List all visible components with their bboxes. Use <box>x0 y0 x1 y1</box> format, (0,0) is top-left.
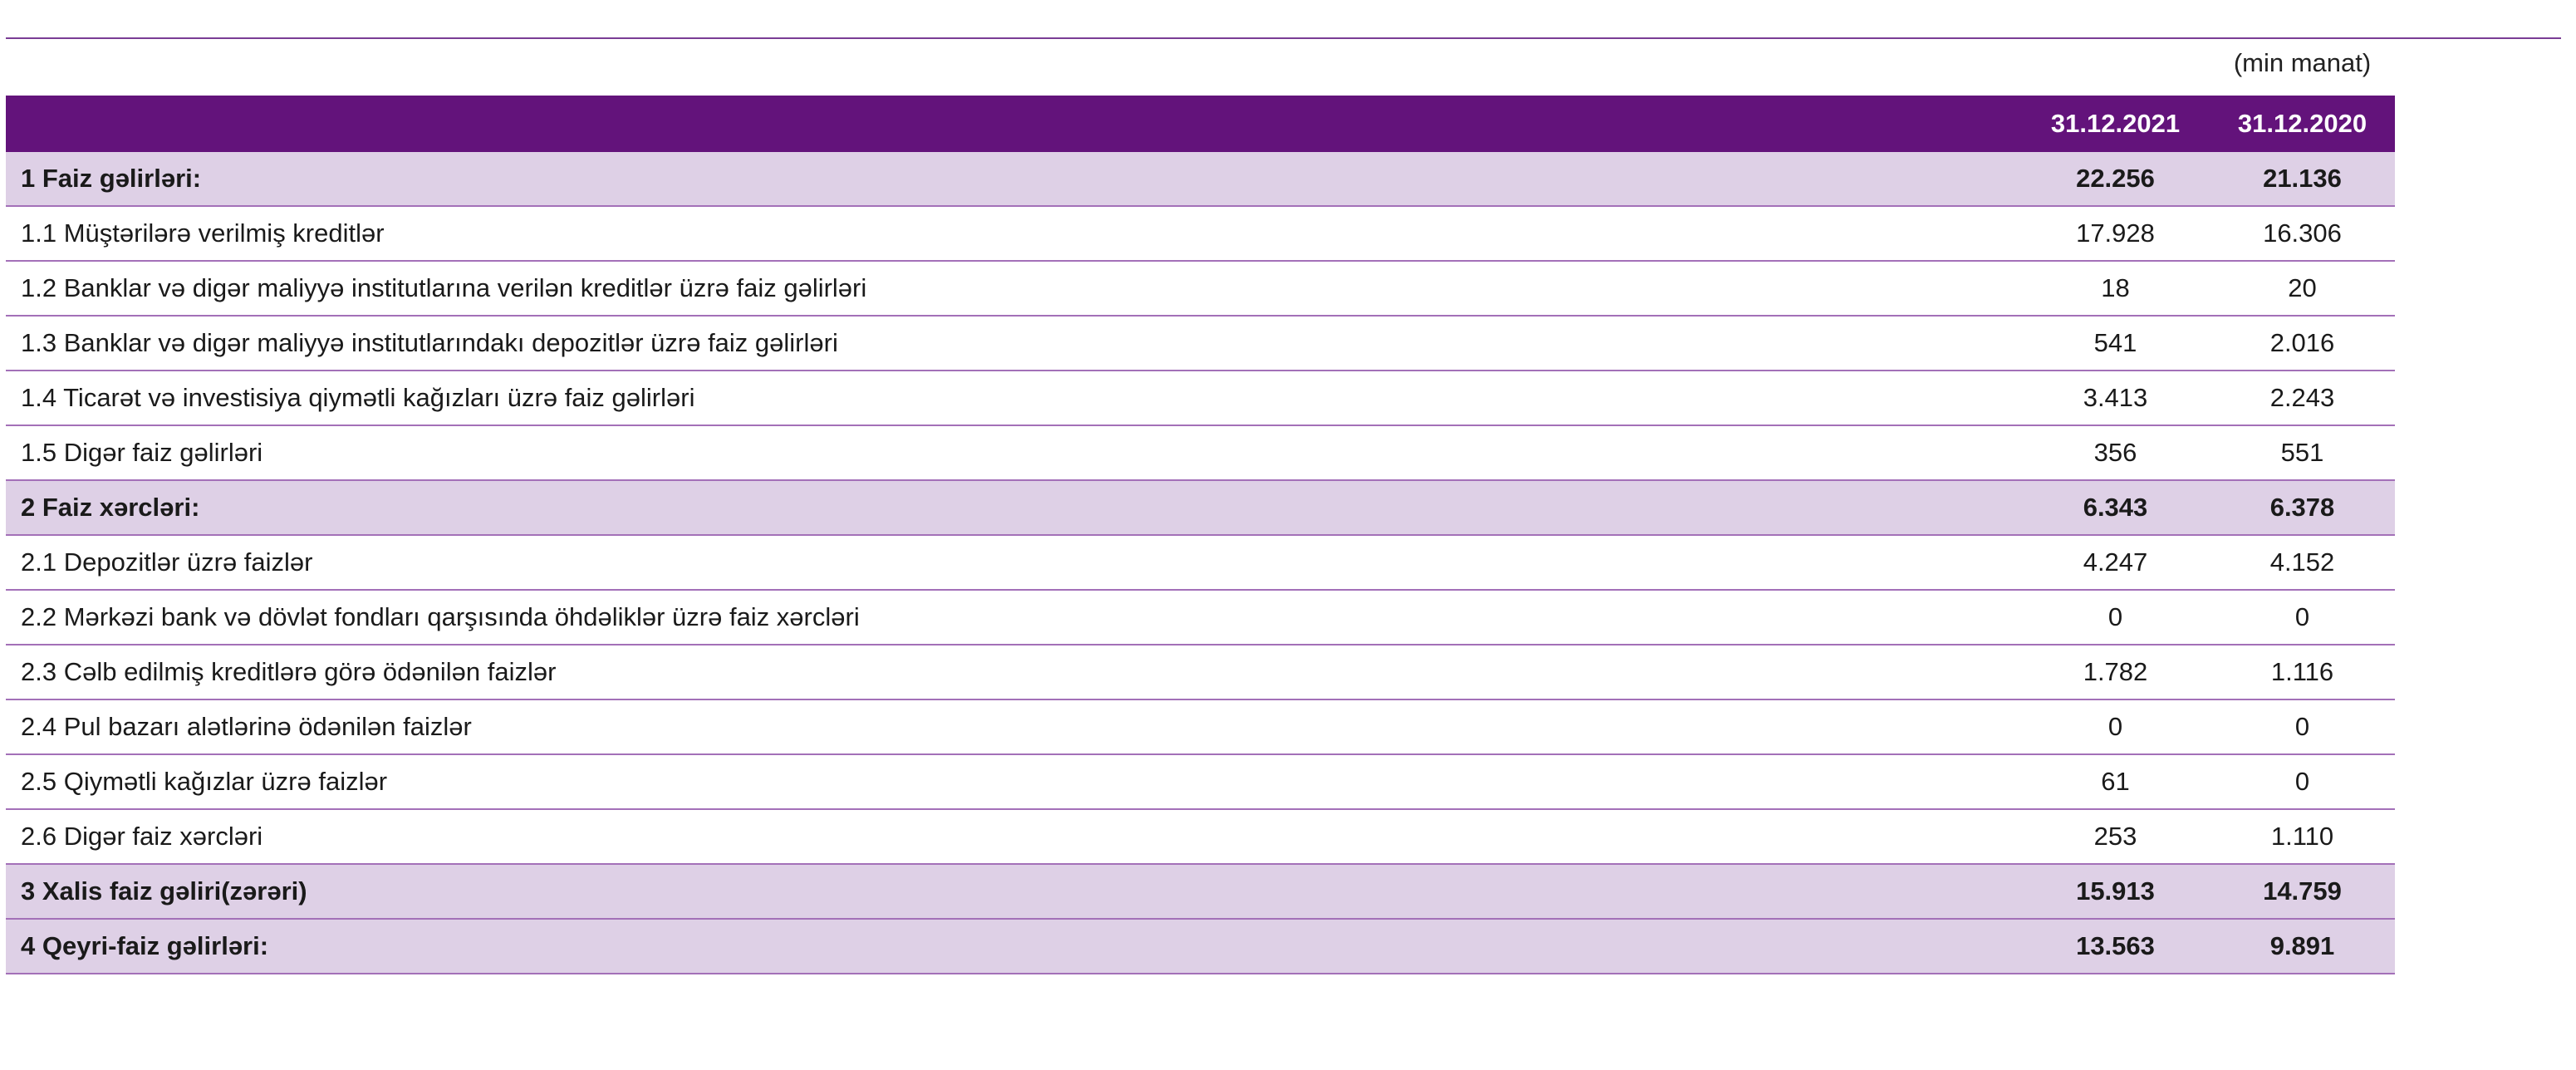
value-2021: 6.343 <box>2021 480 2210 536</box>
value-2021: 4.247 <box>2021 535 2210 591</box>
header-2021: 31.12.2021 <box>2021 96 2210 152</box>
value-2020: 551 <box>2210 425 2395 481</box>
section-row: 3 Xalis faiz gəliri(zərəri) 15.913 14.759 <box>6 864 2395 920</box>
table-row: 1.5 Digər faiz gəlirləri 356 551 <box>6 425 2395 481</box>
row-label: 2 Faiz xərcləri: <box>6 480 2021 536</box>
row-label: 3 Xalis faiz gəliri(zərəri) <box>6 864 2021 920</box>
value-2021: 22.256 <box>2021 152 2210 207</box>
value-2020: 6.378 <box>2210 480 2395 536</box>
row-label: 2.2 Mərkəzi bank və dövlət fondları qarş… <box>6 590 2021 645</box>
row-label: 1.2 Banklar və digər maliyyə institutlar… <box>6 261 2021 317</box>
header-row: 31.12.2021 31.12.2020 <box>6 96 2395 152</box>
value-2021: 541 <box>2021 316 2210 371</box>
table-row: 1.2 Banklar və digər maliyyə institutlar… <box>6 261 2395 317</box>
value-2020: 1.116 <box>2210 645 2395 700</box>
value-2021: 356 <box>2021 425 2210 481</box>
section-row: 4 Qeyri-faiz gəlirləri: 13.563 9.891 <box>6 919 2395 974</box>
section-row: 1 Faiz gəlirləri: 22.256 21.136 <box>6 152 2395 207</box>
value-2021: 3.413 <box>2021 371 2210 426</box>
interest-income-table: 31.12.2021 31.12.2020 1 Faiz gəlirləri: 2… <box>6 96 2395 974</box>
row-label: 2.1 Depozitlər üzrə faizlər <box>6 535 2021 591</box>
value-2021: 0 <box>2021 590 2210 645</box>
value-2021: 61 <box>2021 754 2210 810</box>
table-row: 2.6 Digər faiz xərcləri 253 1.110 <box>6 809 2395 865</box>
table-row: 2.2 Mərkəzi bank və dövlət fondları qarş… <box>6 590 2395 645</box>
value-2021: 17.928 <box>2021 206 2210 262</box>
row-label: 2.4 Pul bazarı alətlərinə ödənilən faizl… <box>6 699 2021 755</box>
row-label: 4 Qeyri-faiz gəlirləri: <box>6 919 2021 974</box>
value-2020: 20 <box>2210 261 2395 317</box>
value-2021: 13.563 <box>2021 919 2210 974</box>
row-label: 1.3 Banklar və digər maliyyə institutlar… <box>6 316 2021 371</box>
row-label: 2.5 Qiymətli kağızlar üzrə faizlər <box>6 754 2021 810</box>
row-label: 1.4 Ticarət və investisiya qiymətli kağı… <box>6 371 2021 426</box>
value-2020: 2.016 <box>2210 316 2395 371</box>
value-2020: 2.243 <box>2210 371 2395 426</box>
value-2020: 4.152 <box>2210 535 2395 591</box>
value-2021: 18 <box>2021 261 2210 317</box>
table-row: 2.4 Pul bazarı alətlərinə ödənilən faizl… <box>6 699 2395 755</box>
header-label <box>6 96 2021 152</box>
value-2020: 0 <box>2210 754 2395 810</box>
value-2021: 1.782 <box>2021 645 2210 700</box>
table-row: 2.5 Qiymətli kağızlar üzrə faizlər 61 0 <box>6 754 2395 810</box>
section-row: 2 Faiz xərcləri: 6.343 6.378 <box>6 480 2395 536</box>
table-row: 2.3 Cəlb edilmiş kreditlərə görə ödənilə… <box>6 645 2395 700</box>
value-2020: 21.136 <box>2210 152 2395 207</box>
table-row: 1.4 Ticarət və investisiya qiymətli kağı… <box>6 371 2395 426</box>
table-row: 2.1 Depozitlər üzrə faizlər 4.247 4.152 <box>6 535 2395 591</box>
header-2020: 31.12.2020 <box>2210 96 2395 152</box>
value-2021: 15.913 <box>2021 864 2210 920</box>
value-2020: 0 <box>2210 699 2395 755</box>
value-2020: 14.759 <box>2210 864 2395 920</box>
top-rule <box>6 37 2561 39</box>
value-2020: 16.306 <box>2210 206 2395 262</box>
value-2020: 0 <box>2210 590 2395 645</box>
value-2020: 1.110 <box>2210 809 2395 865</box>
value-2020: 9.891 <box>2210 919 2395 974</box>
row-label: 1 Faiz gəlirləri: <box>6 152 2021 207</box>
unit-label: (min manat) <box>2233 48 2372 77</box>
row-label: 1.1 Müştərilərə verilmiş kreditlər <box>6 206 2021 262</box>
value-2021: 0 <box>2021 699 2210 755</box>
row-label: 2.3 Cəlb edilmiş kreditlərə görə ödənilə… <box>6 645 2021 700</box>
value-2021: 253 <box>2021 809 2210 865</box>
row-label: 2.6 Digər faiz xərcləri <box>6 809 2021 865</box>
row-label: 1.5 Digər faiz gəlirləri <box>6 425 2021 481</box>
table-row: 1.1 Müştərilərə verilmiş kreditlər 17.928… <box>6 206 2395 262</box>
table-row: 1.3 Banklar və digər maliyyə institutlar… <box>6 316 2395 371</box>
